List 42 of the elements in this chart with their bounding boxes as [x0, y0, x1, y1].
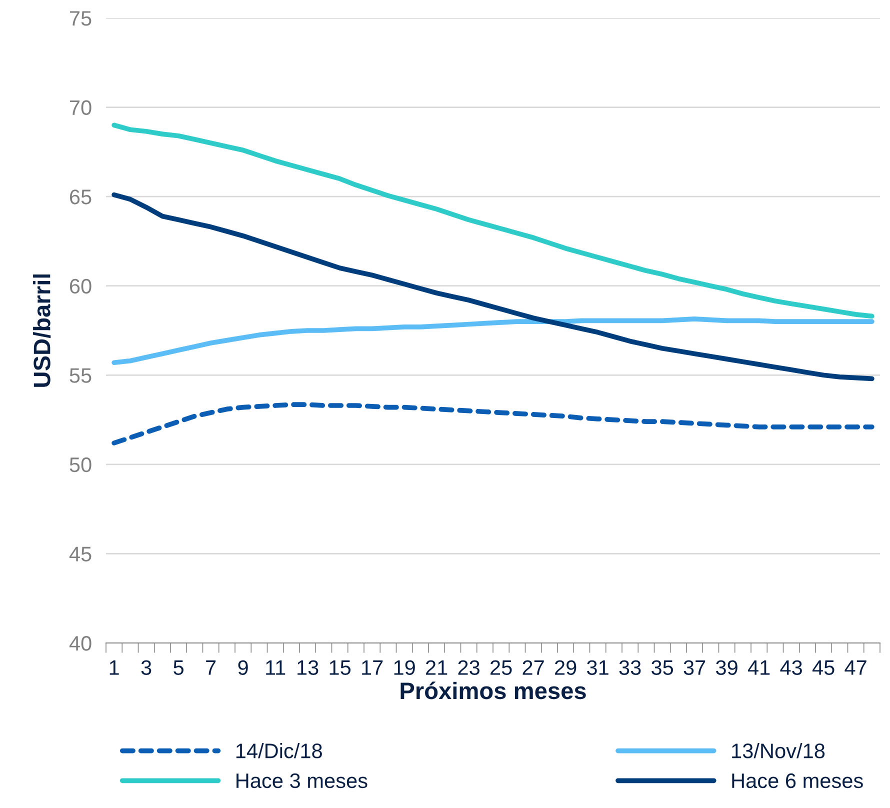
x-axis-title: Próximos meses [400, 682, 586, 700]
legend-label: 14/Dic/18 [236, 743, 322, 758]
x-tick-label: 37 [684, 660, 706, 675]
line-series [112, 122, 874, 319]
x-tick-label: 35 [652, 660, 674, 675]
x-tick-label: 7 [206, 660, 216, 675]
x-tick-label: 21 [426, 660, 448, 675]
y-tick-label: 55 [70, 368, 92, 383]
x-tick-label: 41 [748, 660, 770, 675]
x-tick-label: 23 [458, 660, 480, 675]
x-tick-label: 5 [174, 660, 184, 675]
line-series [112, 316, 874, 366]
x-tick-label: 17 [362, 660, 383, 675]
x-tick-label: 33 [619, 660, 641, 675]
x-tick-label: 39 [716, 660, 738, 675]
x-tick-label: 29 [555, 660, 576, 675]
x-tick-label: 1 [110, 660, 119, 675]
x-tick-label: 13 [298, 660, 318, 675]
x-tick-label: 25 [490, 660, 512, 675]
legend-label: Hace 6 meses [732, 773, 863, 788]
x-tick-label: 15 [330, 660, 351, 675]
y-tick-label: 75 [70, 11, 92, 26]
x-tick-label: 19 [394, 660, 415, 675]
x-tick-label: 3 [141, 660, 152, 675]
legend-label: Hace 3 meses [236, 773, 368, 788]
x-tick-label: 47 [844, 660, 866, 675]
x-tick-label: 43 [780, 660, 802, 675]
y-tick-label: 60 [70, 278, 92, 294]
y-tick-label: 45 [69, 546, 92, 562]
y-tick-label: 50 [70, 457, 92, 472]
x-tick-label: 11 [266, 660, 286, 675]
x-tick-label: 27 [522, 660, 544, 675]
legend-label: 13/Nov/18 [732, 743, 825, 758]
y-tick-label: 65 [70, 190, 92, 204]
x-tick-label: 9 [238, 660, 248, 675]
y-axis-title: USD/barril [33, 274, 51, 387]
line-series [112, 192, 874, 382]
y-tick-label: 70 [70, 100, 92, 116]
y-tick-label: 40 [69, 636, 92, 651]
line-series [112, 402, 874, 446]
x-tick-label: 45 [812, 660, 834, 675]
x-tick-label: 31 [587, 660, 608, 675]
